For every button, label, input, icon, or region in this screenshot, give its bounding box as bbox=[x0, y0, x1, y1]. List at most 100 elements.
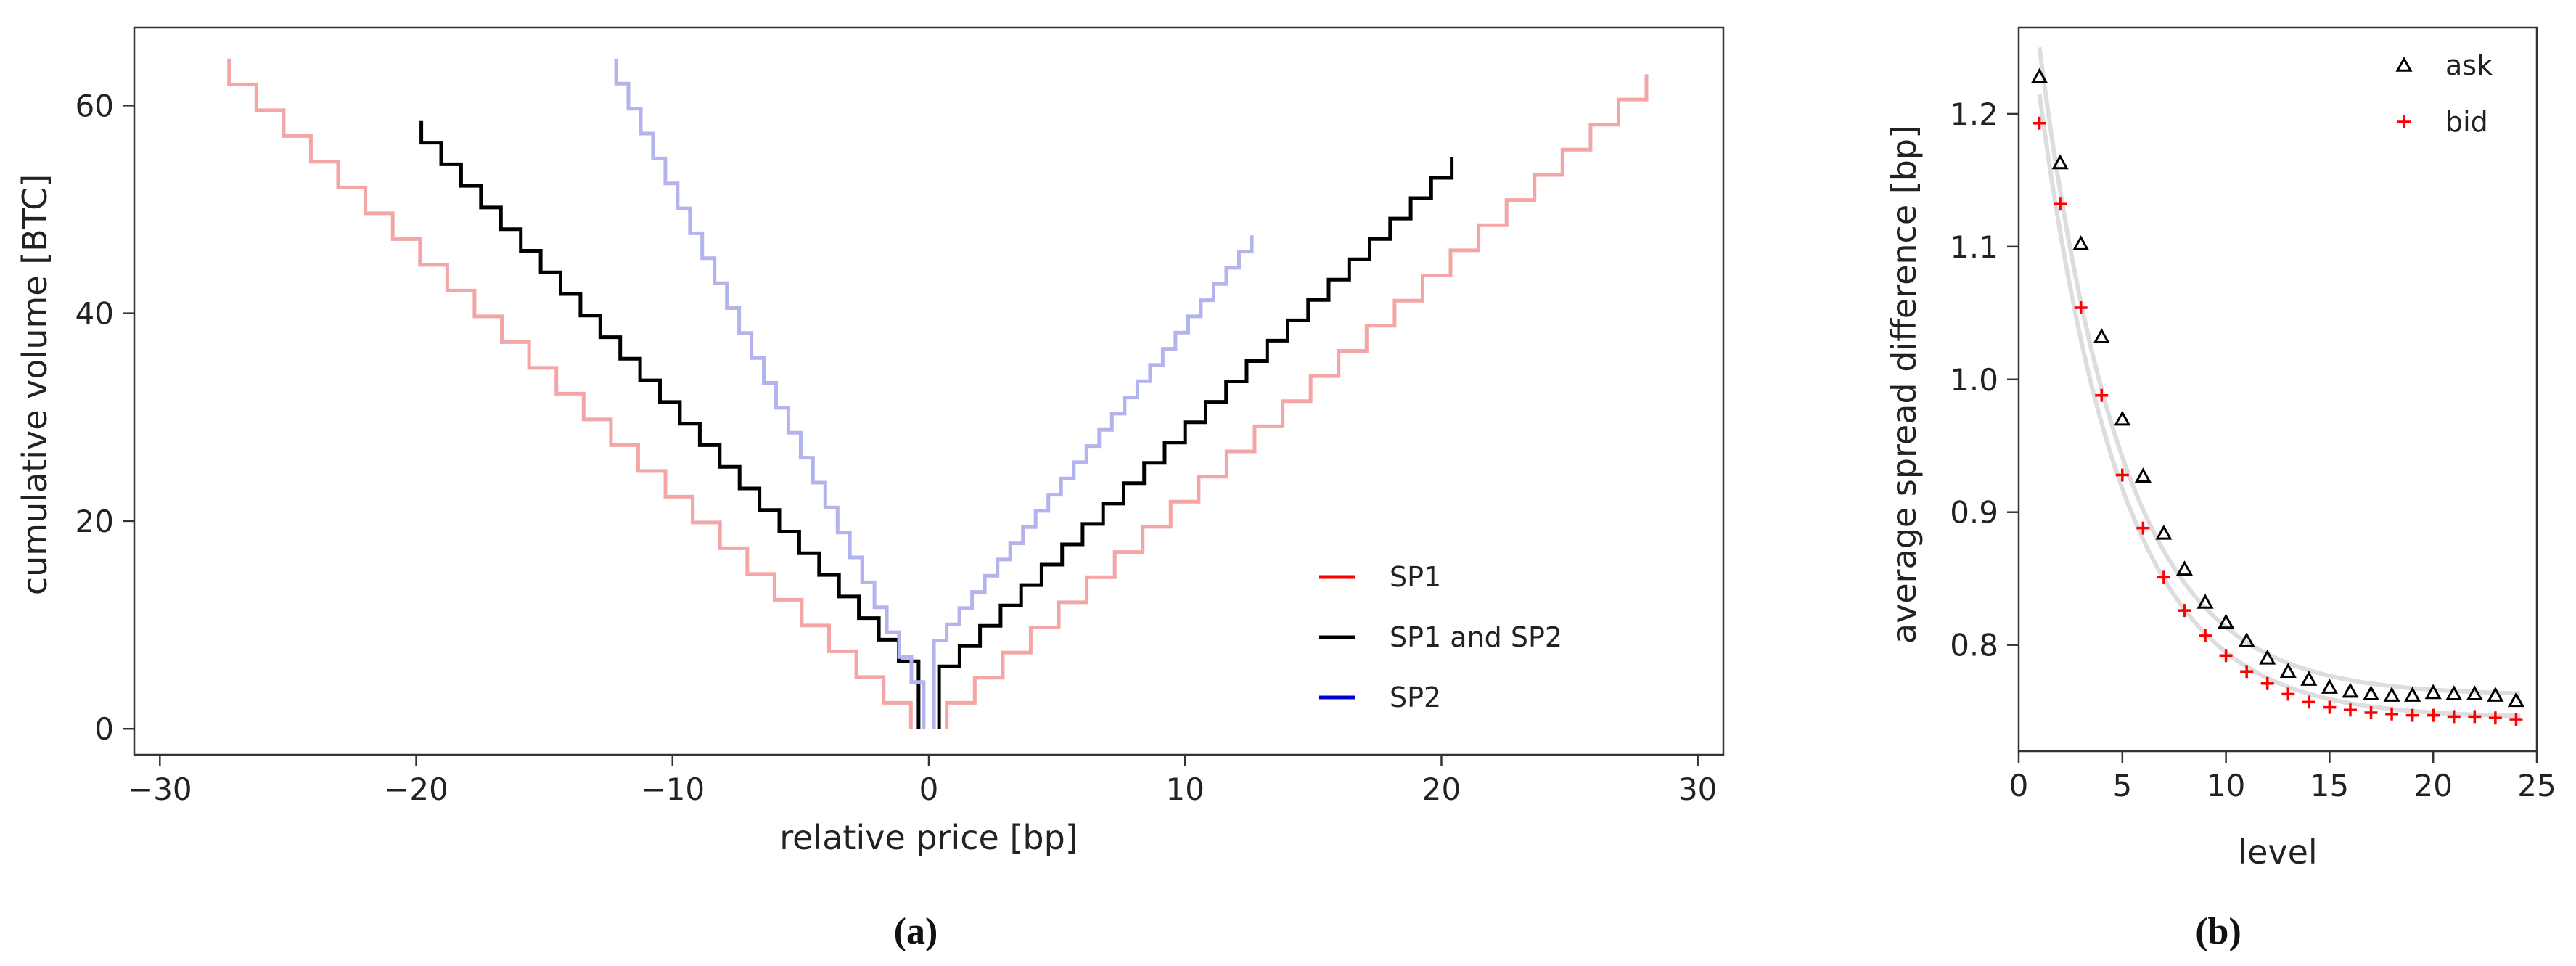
x-tick-label: 10 bbox=[2207, 768, 2245, 803]
legend-swatch-bid bbox=[2397, 115, 2411, 128]
y-tick-label: 40 bbox=[75, 296, 114, 332]
x-tick-label: 20 bbox=[1422, 771, 1461, 807]
ask-point bbox=[2218, 613, 2235, 629]
bid-point bbox=[2488, 711, 2502, 725]
ask-point bbox=[2466, 685, 2483, 701]
y-tick-label: 1.1 bbox=[1950, 229, 1998, 265]
ask-point bbox=[2175, 560, 2194, 576]
y-tick-label: 1.0 bbox=[1950, 362, 1998, 398]
ask-point bbox=[2134, 467, 2152, 483]
x-tick-label: 25 bbox=[2517, 768, 2556, 803]
bid-point bbox=[2281, 687, 2295, 701]
bid-point bbox=[2074, 300, 2088, 314]
bid-point bbox=[2178, 604, 2191, 618]
bid-point bbox=[2136, 521, 2150, 535]
bid-point bbox=[2509, 713, 2523, 726]
bid-point bbox=[2033, 116, 2046, 130]
legend-swatch-ask bbox=[2395, 56, 2413, 72]
panel-a-legend: SP1 SP1 and SP2 SP2 bbox=[1319, 561, 1562, 713]
legend-label-sp1: SP1 bbox=[1390, 561, 1441, 593]
y-tick-label: 0 bbox=[94, 711, 114, 747]
x-tick-label: −10 bbox=[640, 771, 705, 807]
bid-point bbox=[2323, 700, 2337, 714]
bid-point bbox=[2385, 707, 2399, 721]
legend-label-bid: bid bbox=[2445, 106, 2488, 138]
x-tick-label: 10 bbox=[1165, 771, 1204, 807]
ask-point bbox=[2031, 67, 2048, 83]
series-line-sp1-and-sp2-bid bbox=[419, 120, 921, 729]
x-tick-label: 30 bbox=[1678, 771, 1717, 807]
ask-point bbox=[2342, 682, 2359, 698]
panel-a-caption: (a) bbox=[894, 911, 938, 952]
y-tick-label: 0.9 bbox=[1950, 495, 1998, 531]
panel-b-y-axis: 0.8 0.9 1.0 1.1 1.2 bbox=[1950, 97, 2019, 663]
ask-point bbox=[2321, 679, 2338, 694]
ask-point bbox=[2093, 328, 2110, 343]
bid-fit-curve bbox=[2037, 94, 2521, 719]
bid-point bbox=[2405, 708, 2419, 722]
bid-point bbox=[2240, 665, 2254, 679]
ask-point bbox=[2424, 684, 2442, 700]
bid-point bbox=[2447, 710, 2461, 724]
series-line-sp2-bid bbox=[614, 58, 926, 729]
bid-point bbox=[2054, 197, 2067, 211]
x-tick-label: 0 bbox=[919, 771, 939, 807]
panel-a-y-axis-label: cumulative volume [BTC] bbox=[15, 174, 54, 595]
bid-point bbox=[2260, 676, 2274, 690]
bid-point bbox=[2157, 570, 2170, 584]
ask-point bbox=[2114, 410, 2131, 426]
bid-point bbox=[2343, 703, 2357, 717]
ask-point bbox=[2238, 632, 2255, 647]
ask-point bbox=[2051, 154, 2069, 170]
ask-fit-curve bbox=[2037, 47, 2521, 696]
bid-point bbox=[2302, 695, 2315, 709]
panel-a-x-axis-label: relative price [bp] bbox=[779, 818, 1078, 857]
ask-point bbox=[2383, 687, 2400, 702]
bid-point bbox=[2115, 468, 2129, 482]
panel-b-x-axis: 0 5 10 15 20 25 bbox=[2009, 751, 2556, 803]
ask-point bbox=[2445, 685, 2463, 701]
panel-b-plot-frame bbox=[2017, 26, 2538, 753]
panel-b-y-axis-label: average spread difference [bp] bbox=[1884, 126, 1924, 644]
ask-point bbox=[2155, 524, 2173, 540]
y-tick-label: 60 bbox=[75, 88, 114, 123]
x-tick-label: 5 bbox=[2112, 768, 2132, 803]
ask-point bbox=[2300, 671, 2318, 686]
panel-a-x-axis: −30 −20 −10 0 10 20 30 bbox=[128, 755, 1717, 807]
legend-label-sp1-and-sp2: SP1 and SP2 bbox=[1390, 621, 1562, 653]
bid-point bbox=[2199, 629, 2212, 642]
x-tick-label: 20 bbox=[2413, 768, 2452, 803]
ask-point bbox=[2507, 692, 2524, 708]
y-tick-label: 1.2 bbox=[1950, 97, 1998, 132]
bid-point bbox=[2427, 708, 2440, 722]
ask-point bbox=[2072, 235, 2090, 250]
panel-a-series bbox=[227, 58, 1649, 729]
panel-b-caption: (b) bbox=[2195, 911, 2241, 952]
ask-point bbox=[2362, 685, 2380, 701]
panel-a-chart: −30 −20 −10 0 10 20 30 0 20 40 60 relative price … bbox=[15, 26, 1725, 952]
panel-b-chart: 0 5 10 15 20 25 0.8 0.9 1.0 1.1 1.2 level average… bbox=[1884, 26, 2556, 952]
bid-point bbox=[2364, 705, 2378, 719]
x-tick-label: −20 bbox=[384, 771, 448, 807]
ask-point bbox=[2259, 649, 2276, 665]
panel-b-fit-curves bbox=[2037, 47, 2521, 719]
legend-label-sp2: SP2 bbox=[1390, 681, 1441, 713]
legend-label-ask: ask bbox=[2445, 49, 2493, 81]
ask-point bbox=[2487, 687, 2504, 702]
x-tick-label: 0 bbox=[2009, 768, 2029, 803]
bid-point bbox=[2468, 710, 2482, 724]
ask-point bbox=[2196, 594, 2214, 609]
series-line-sp2-ask bbox=[932, 235, 1254, 729]
panel-a-y-axis: 0 20 40 60 bbox=[75, 88, 134, 747]
bid-point bbox=[2219, 649, 2233, 663]
x-tick-label: 15 bbox=[2310, 768, 2349, 803]
series-line-sp1-bid bbox=[227, 58, 913, 729]
panel-b-legend: ask bid bbox=[2395, 49, 2493, 138]
ask-point bbox=[2404, 687, 2421, 702]
y-tick-label: 0.8 bbox=[1950, 628, 1998, 663]
series-line-sp1-and-sp2-ask bbox=[937, 157, 1454, 729]
y-tick-label: 20 bbox=[75, 504, 114, 539]
panel-b-points bbox=[2031, 67, 2524, 726]
bid-point bbox=[2095, 388, 2109, 402]
